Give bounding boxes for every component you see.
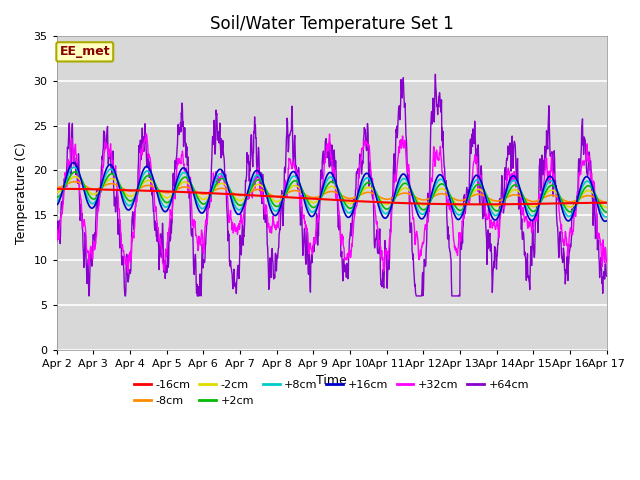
Y-axis label: Temperature (C): Temperature (C) (15, 142, 28, 244)
X-axis label: Time: Time (316, 374, 347, 387)
Title: Soil/Water Temperature Set 1: Soil/Water Temperature Set 1 (210, 15, 454, 33)
Text: EE_met: EE_met (60, 45, 110, 59)
Legend: -16cm, -8cm, -2cm, +2cm, +8cm, +16cm, +32cm, +64cm: -16cm, -8cm, -2cm, +2cm, +8cm, +16cm, +3… (130, 376, 533, 410)
